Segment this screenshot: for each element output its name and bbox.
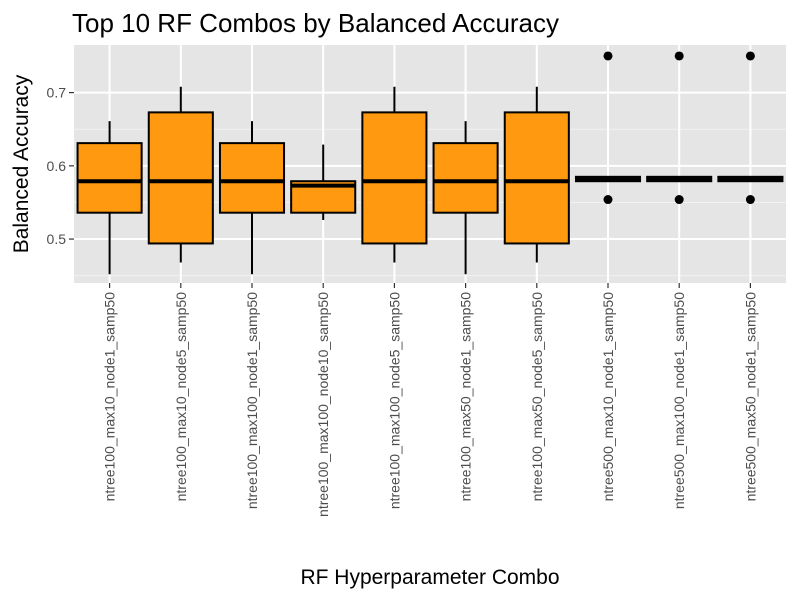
box-iqr <box>218 142 286 214</box>
boxes-layer <box>76 51 784 275</box>
y-axis-title: Balanced Accuracy <box>10 74 33 253</box>
x-tick-label: ntree100_max100_node1_samp50 <box>244 292 260 509</box>
box-5 <box>361 86 428 263</box>
outlier-point <box>603 51 613 61</box>
box-9 <box>646 51 713 205</box>
outlier-point <box>745 195 755 205</box>
box-iqr <box>432 142 499 214</box>
box-2 <box>147 86 214 263</box>
x-axis-title: RF Hyperparameter Combo <box>300 566 559 589</box>
outlier-point <box>603 195 613 205</box>
outlier-point <box>674 195 684 205</box>
box-8 <box>574 51 642 205</box>
box-iqr <box>503 111 570 245</box>
box-7 <box>503 86 570 263</box>
box-6 <box>432 121 499 275</box>
y-axis: 0.5 0.6 0.7 <box>47 85 74 247</box>
x-tick-label: ntree500_max10_node1_samp50 <box>600 292 616 502</box>
x-tick-label: ntree100_max10_node1_samp50 <box>102 292 118 502</box>
box-iqr <box>361 111 428 245</box>
x-tick-label: ntree100_max10_node5_samp50 <box>173 292 189 502</box>
x-tick-label: ntree100_max100_node10_samp50 <box>315 292 331 517</box>
outlier-point <box>674 51 684 61</box>
outlier-point <box>745 51 755 61</box>
box-1 <box>76 121 143 275</box>
box-iqr <box>76 142 143 214</box>
y-tick-label: 0.5 <box>47 231 67 247</box>
box-4 <box>290 144 357 221</box>
box-iqr <box>147 111 214 245</box>
x-tick-label: ntree500_max100_node1_samp50 <box>671 292 687 509</box>
box-10 <box>717 51 784 205</box>
box-3 <box>218 121 286 275</box>
chart-title: Top 10 RF Combos by Balanced Accuracy <box>72 8 559 38</box>
x-tick-label: ntree100_max100_node5_samp50 <box>386 292 402 509</box>
y-tick-label: 0.7 <box>47 85 67 101</box>
x-tick-label: ntree500_max50_node1_samp50 <box>742 292 758 502</box>
x-axis: ntree100_max10_node1_samp50 ntree100_max1… <box>102 283 758 517</box>
y-tick-label: 0.6 <box>47 158 67 174</box>
x-tick-label: ntree100_max50_node5_samp50 <box>529 292 545 502</box>
x-tick-label: ntree100_max50_node1_samp50 <box>458 292 474 502</box>
